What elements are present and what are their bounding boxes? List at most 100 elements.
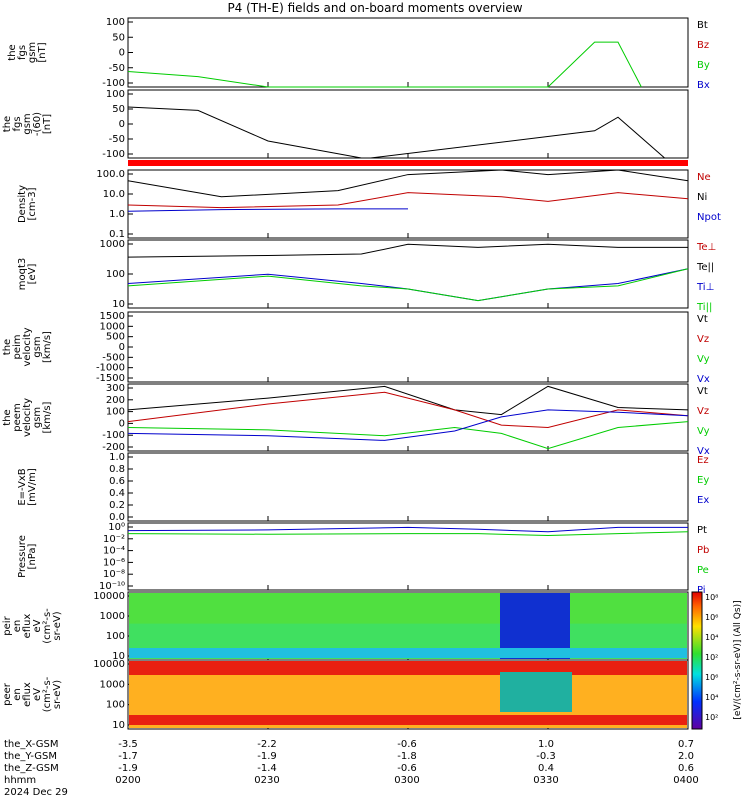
ephem-y: 2.0 [678,751,694,762]
legend-peem-velocity-2: Vy [697,426,710,437]
ytick-label: 0 [119,342,125,353]
ephem-label-date: 2024 Dec 29 [4,787,68,798]
legend-temp-1: Te|| [696,262,714,273]
colorbar-tick: 10⁴ [705,693,718,702]
ytick-label: 100.0 [96,169,125,180]
ylabel-peem-velocity: thepeemvelocitygsm[km/s] [2,398,53,437]
legend-efield-1: Ey [697,475,709,486]
legend-pressure-1: Pb [697,545,709,556]
ytick-label: 100 [106,700,125,711]
ylabel-temp: moqt3[eV] [17,258,38,291]
ytick-label: 1000 [100,611,125,622]
ylabel-peir-velocity: thepeimvelocitygsm[km/s] [2,327,53,366]
ytick-label: 100 [106,89,125,100]
ytick-label: 200 [106,395,125,406]
ephem-label-hhmm: hhmm [4,775,37,786]
ytick-label: -100 [102,430,125,441]
ytick-label: 1000 [100,239,125,250]
ytick-label: 10⁻⁸ [103,569,125,580]
series-peem-velocity-Vz [127,391,689,428]
plot-title: P4 (TH-E) fields and on-board moments ov… [227,1,523,15]
legend-fgs-0: Bt [697,20,708,31]
ephem-t: 0400 [673,775,699,786]
legend-pressure-2: Pe [697,565,709,576]
ytick-label: 0.4 [109,488,125,499]
series-peem-velocity-Vx [127,409,689,441]
series-temp-Te|| [127,243,688,258]
ytick-label: 300 [106,383,125,394]
ytick-label: 100 [106,407,125,418]
legend-density-1: Ni [697,192,707,203]
legend-density-0: Ne [697,172,711,183]
series-temp-Ti|| [127,268,689,302]
ylabel-density: Density[cm-3] [17,185,38,223]
ytick-label: 500 [106,332,125,343]
panel-frame-pressure [127,522,689,591]
series-peem-velocity-Vt [127,385,689,416]
legend-efield-2: Ex [697,495,709,506]
ephem-y: -1.8 [397,751,417,762]
colorbar-tick: 10⁸ [705,593,718,602]
panel-frame-fgs [127,17,689,88]
spectrogram-lowband-peer-spec [129,715,687,725]
ytick-label: 0 [119,418,125,429]
ytick-label: 0.1 [109,229,125,240]
legend-peir-velocity-3: Vx [697,374,710,385]
ephem-t: 0230 [254,775,280,786]
colorbar-tick: 10² [705,713,718,722]
colorbar-tick: 10⁶ [705,613,718,622]
ytick-label: -100 [102,149,125,160]
series-pressure-Pi [127,526,688,533]
ephem-z: 0.4 [538,763,554,774]
ytick-label: 10⁻² [103,534,125,545]
ephem-label-y: the_Y-GSM [4,751,58,762]
series-density-Ne [127,192,689,209]
colorbar-label: [eV/(cm²-s-sr-eV)] (All Qs)] [733,600,743,719]
ytick-label: 0.8 [109,464,125,475]
ytick-label: 1500 [100,311,125,322]
ytick-label: 0.6 [109,476,125,487]
ylabel-peer-spec: thepeerenefluxeV(cm²-s-sr-eV) [0,676,63,712]
ephem-t: 0200 [115,775,141,786]
ylabel-fgs: thefgsgsm[nT] [7,42,48,63]
ytick-label: 10 [112,651,125,662]
ytick-label: 10⁻¹⁰ [99,581,125,592]
legend-temp-0: Te⊥ [696,242,716,253]
ephem-x: -3.5 [118,739,138,750]
ephem-label-x: the_X-GSM [4,739,59,750]
ytick-label: 50 [112,104,125,115]
ytick-label: 0.0 [109,512,125,523]
ytick-label: -50 [109,134,125,145]
legend-peem-velocity-1: Vz [697,406,709,417]
ephem-y: -0.3 [536,751,556,762]
ytick-label: 100 [106,269,125,280]
panel-frame-fgs-dc [127,89,689,159]
ephem-y: -1.7 [118,751,138,762]
colorbar-tick: 10⁶ [705,673,718,682]
ytick-label: 1000 [100,679,125,690]
ephem-col-0230: -2.2 -1.9 -1.4 0230 [237,739,297,787]
ytick-label: 0 [119,119,125,130]
spectrogram-band-peir-spec [129,593,687,624]
ytick-label: -1500 [96,373,125,384]
ephem-x: 1.0 [538,739,554,750]
ytick-label: 1000 [100,321,125,332]
ephem-col-0200: -3.5 -1.7 -1.9 0200 [98,739,158,787]
ephem-label-z: the_Z-GSM [4,763,59,774]
legend-peem-velocity-3: Vx [697,446,710,457]
spectrogram-lowband-peir-spec [129,648,687,658]
ytick-label: 1.0 [109,452,125,463]
legend-fgs-1: Bz [697,40,709,51]
legend-peir-velocity-1: Vz [697,334,709,345]
ytick-label: 10.0 [103,189,125,200]
colorbar-tick: 10⁴ [705,633,718,642]
ytick-label: -1000 [96,363,125,374]
legend-efield-0: Ez [697,455,709,466]
ephemeris-labels: the_X-GSM the_Y-GSM the_Z-GSM hhmm 2024 … [4,739,68,799]
legend-peem-velocity-0: Vt [697,386,708,397]
ephem-col-0300: -0.6 -1.8 -0.6 0300 [377,739,437,787]
ytick-label: -50 [109,63,125,74]
panel-frame-density [127,169,689,239]
spectrogram-topband-peer-spec [129,661,687,675]
